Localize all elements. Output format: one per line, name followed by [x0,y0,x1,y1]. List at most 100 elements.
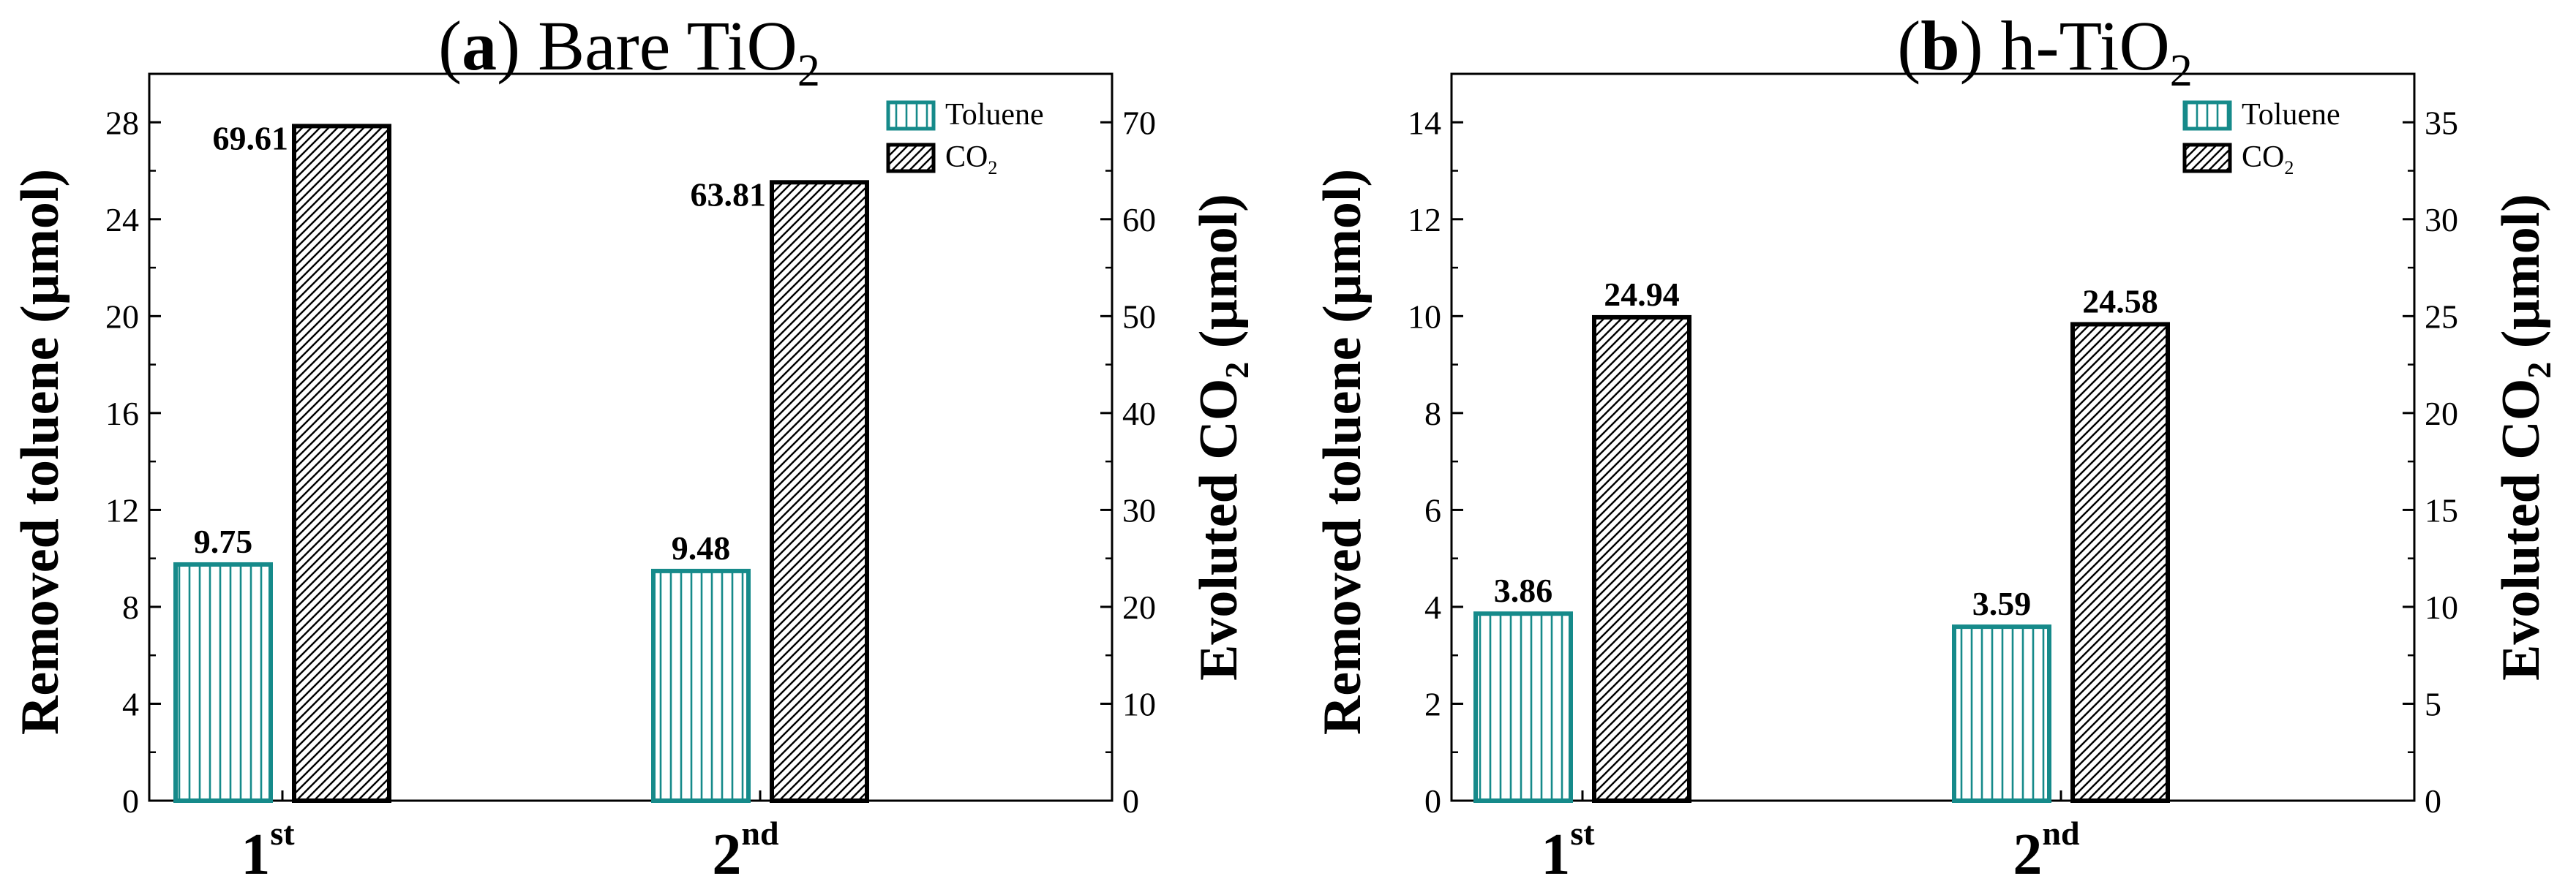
category-number: 1 [241,823,270,887]
chart-panel-a: (a) Bare TiO2048121620242801020304050607… [10,7,1255,887]
chart-panel-b: (b) h-TiO20246810121405101520253035Remov… [1313,7,2558,887]
plot-frame [148,72,1114,802]
chart-title: (a) Bare TiO2 [438,7,820,96]
chart-title: (b) h-TiO2 [1897,7,2193,96]
y-tick-label: 2 [1424,685,1441,722]
y2-label-main: Evoluted CO [2491,379,2551,681]
y2-label-main: Evoluted CO [1189,379,1249,681]
title-prefix: ( [1897,7,1920,85]
toluene-bar [173,562,273,803]
co2-bar [1592,314,1691,804]
legend-swatch [2182,100,2232,131]
legend-label-subscript: 2 [988,157,997,178]
x-category-label: 1st [1541,815,1595,887]
legend-label: CO2 [2242,140,2294,178]
y-tick-label: 0 [1424,782,1441,820]
y2-tick-label: 70 [1122,104,1156,141]
y2-tick-label: 15 [2425,491,2458,529]
category-superscript: st [270,815,295,852]
x-category-label: 2nd [712,815,779,887]
y-tick-label: 14 [1408,104,1441,141]
title-prefix: ( [438,7,462,85]
y2-tick-label: 30 [2425,201,2458,238]
toluene-value-label: 9.75 [194,523,253,560]
co2-bar [770,180,869,803]
y2-tick-label: 5 [2425,685,2441,722]
legend-label-main: CO [2242,140,2284,174]
y2-tick-label: 50 [1122,298,1156,335]
y-tick-label: 4 [1424,589,1441,626]
y2-tick-label: 60 [1122,201,1156,238]
category-superscript: st [1570,815,1595,852]
legend-label: Toluene [2242,98,2340,132]
toluene-bar [651,568,751,803]
y2-tick-label: 20 [2425,395,2458,432]
y-tick-label: 12 [105,491,139,529]
y-tick-label: 8 [1424,395,1441,432]
y2-tick-label: 10 [2425,589,2458,626]
y-tick-label: 0 [122,782,139,820]
y-axis-label: Removed toluene (µmol) [1313,169,1373,735]
legend-label: CO2 [945,140,997,178]
title-text: ) Bare TiO [497,7,797,85]
legend-label-main: Toluene [2242,98,2340,132]
y2-axis-label: Evoluted CO2 (µmol) [2491,194,2558,681]
legend-swatch [2182,143,2232,173]
y-tick-label: 10 [1408,298,1441,335]
category-number: 2 [2013,823,2042,887]
co2-bar [2070,322,2170,803]
toluene-value-label: 3.59 [1972,585,2032,622]
legend-label: Toluene [945,98,1044,132]
co2-value-label: 63.81 [691,175,767,213]
y2-label-subscript: 2 [2520,362,2558,379]
y2-tick-label: 0 [2425,782,2441,820]
y-tick-label: 12 [1408,201,1441,238]
y2-tick-label: 10 [1122,685,1156,722]
category-superscript: nd [741,815,779,852]
toluene-bar [1473,611,1573,804]
y-tick-label: 4 [122,685,139,722]
title-panel-letter: b [1920,7,1959,85]
y2-axis-label: Evoluted CO2 (µmol) [1189,194,1255,681]
y2-tick-label: 25 [2425,298,2458,335]
y2-label-unit: (µmol) [1189,194,1249,362]
y2-tick-label: 30 [1122,491,1156,529]
toluene-value-label: 3.86 [1494,572,1553,609]
y-tick-label: 16 [105,395,139,432]
y2-label-subscript: 2 [1218,362,1255,379]
y2-label-unit: (µmol) [2491,194,2551,362]
legend-label-main: Toluene [945,98,1044,132]
y-tick-label: 6 [1424,491,1441,529]
y2-tick-label: 20 [1122,589,1156,626]
y-axis-label: Removed toluene (µmol) [10,169,70,735]
toluene-bar [1952,624,2051,803]
y2-tick-label: 40 [1122,395,1156,432]
co2-value-label: 24.58 [2082,282,2158,320]
y-tick-label: 8 [122,589,139,626]
category-superscript: nd [2042,815,2080,852]
co2-bar [292,124,391,803]
plot-frame [1450,72,2416,802]
legend-swatch [886,100,936,131]
y-tick-label: 28 [105,104,139,141]
legend-label-subscript: 2 [2284,157,2294,178]
title-text: ) h-TiO [1960,7,2170,85]
title-subscript: 2 [2170,46,2193,96]
y-tick-label: 20 [105,298,139,335]
title-subscript: 2 [797,46,820,96]
x-category-label: 1st [241,815,295,887]
legend-label-main: CO [945,140,988,174]
toluene-value-label: 9.48 [672,529,731,567]
y2-tick-label: 0 [1122,782,1139,820]
co2-value-label: 69.61 [213,119,289,156]
co2-value-label: 24.94 [1604,276,1680,313]
y2-tick-label: 35 [2425,104,2458,141]
title-panel-letter: a [462,7,497,85]
y-tick-label: 24 [105,201,139,238]
category-number: 2 [712,823,741,887]
legend-swatch [886,143,936,173]
category-number: 1 [1541,823,1570,887]
x-category-label: 2nd [2013,815,2080,887]
